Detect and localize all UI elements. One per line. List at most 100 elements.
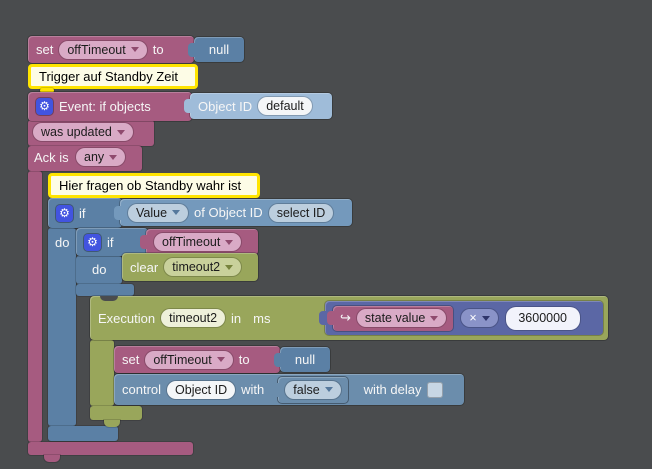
chevron-down-icon: [130, 47, 139, 52]
convert-arrow-icon: ↪: [340, 310, 351, 325]
state-value-dropdown[interactable]: state value: [356, 309, 447, 327]
value-getter-block[interactable]: Value of Object ID select ID: [114, 199, 352, 226]
gear-icon[interactable]: ⚙: [36, 98, 53, 115]
trigger-block-bottom-tab: [44, 455, 60, 462]
to-keyword: to: [238, 352, 250, 367]
timeout-name: timeout2: [169, 311, 218, 325]
puzzle-tab: [272, 382, 280, 397]
value-type-dropdown[interactable]: Value: [128, 203, 189, 222]
chevron-down-icon: [109, 154, 118, 160]
object-id-text: default: [266, 99, 304, 113]
object-id-label: Object ID: [198, 98, 253, 114]
if-keyword: if: [79, 205, 86, 221]
puzzle-tab: [140, 235, 147, 249]
statement-notch: [100, 296, 118, 301]
variable-dropdown[interactable]: offTimeout: [154, 233, 242, 251]
false-value-block[interactable]: false: [272, 376, 348, 403]
trigger-block-foot: [28, 442, 193, 455]
chevron-down-icon: [225, 264, 234, 270]
gear-icon[interactable]: ⚙: [84, 233, 101, 251]
clear-timeout-block[interactable]: clear timeout2: [122, 253, 258, 281]
do-label: do: [92, 262, 107, 277]
control-object-id-text: Object ID: [175, 382, 228, 397]
variable-dropdown[interactable]: offTimeout: [59, 40, 147, 59]
if-inner-spine: [76, 256, 122, 284]
object-id-value[interactable]: default: [258, 97, 312, 115]
gear-icon[interactable]: ⚙: [56, 204, 73, 222]
control-block[interactable]: control Object ID with false with delay: [114, 374, 464, 405]
set-keyword: set: [122, 352, 140, 367]
puzzle-tab: [114, 205, 121, 220]
unit-label: ms: [253, 310, 271, 326]
if-outer-spine: [48, 228, 76, 426]
delay-checkbox[interactable]: [427, 381, 444, 398]
in-label: in: [231, 310, 242, 326]
ack-value-text: any: [84, 150, 105, 164]
puzzle-tab: [319, 311, 326, 325]
execution-spine: [90, 340, 114, 406]
to-keyword: to: [152, 42, 164, 57]
chevron-down-icon: [225, 239, 234, 245]
object-id-block[interactable]: Object ID default: [184, 93, 332, 119]
variable-name: offTimeout: [162, 235, 221, 249]
if-outer-block[interactable]: ⚙ if: [48, 198, 122, 228]
update-mode-dropdown[interactable]: was updated: [33, 123, 133, 141]
update-mode-text: was updated: [41, 125, 112, 139]
ack-label: Ack is: [34, 150, 69, 165]
variable-name: offTimeout: [153, 352, 212, 367]
do-label: do: [55, 235, 70, 250]
timeout-dropdown[interactable]: timeout2: [164, 258, 242, 276]
with-label: with: [241, 382, 265, 397]
select-id-field[interactable]: select ID: [268, 203, 334, 222]
select-id-text: select ID: [276, 205, 326, 220]
if-outer-foot: [48, 426, 118, 441]
chevron-down-icon: [430, 315, 439, 321]
operator-dropdown[interactable]: ×: [461, 309, 498, 327]
number-input[interactable]: 3600000: [505, 306, 580, 330]
false-dropdown[interactable]: false: [285, 380, 341, 399]
if-inner-block[interactable]: ⚙ if: [76, 228, 148, 256]
null-label: null: [294, 352, 316, 367]
clear-label: clear: [130, 259, 159, 275]
if-keyword: if: [107, 234, 114, 250]
trigger-event-block[interactable]: ⚙ Event: if objects: [28, 92, 192, 121]
chevron-down-icon: [216, 357, 225, 362]
execution-bottom-tab: [104, 420, 120, 427]
control-object-id-field[interactable]: Object ID: [167, 380, 236, 399]
comment-block[interactable]: Trigger auf Standby Zeit: [28, 64, 198, 89]
chevron-down-icon: [324, 387, 333, 392]
if-inner-foot: [76, 284, 134, 296]
with-delay-label: with delay: [363, 382, 422, 397]
null-label: null: [208, 42, 230, 57]
execution-label: Execution: [98, 310, 156, 326]
variable-value-block[interactable]: offTimeout: [140, 229, 258, 255]
puzzle-tab: [327, 311, 334, 325]
set-variable-block[interactable]: set offTimeout to: [114, 346, 280, 373]
chevron-down-icon: [481, 315, 490, 321]
null-value-block[interactable]: null: [188, 37, 244, 62]
value-type-text: Value: [136, 205, 168, 220]
math-multiply-block[interactable]: ↪ state value × 3600000: [319, 301, 603, 335]
puzzle-tab: [188, 42, 195, 57]
false-text: false: [293, 382, 320, 397]
variable-name: offTimeout: [67, 42, 126, 57]
number-value: 3600000: [518, 311, 568, 325]
puzzle-tab: [274, 352, 281, 367]
timeout-name-field[interactable]: timeout2: [161, 309, 226, 327]
comment-text: Hier fragen ob Standby wahr ist: [59, 178, 242, 193]
variable-dropdown[interactable]: offTimeout: [145, 350, 233, 369]
set-variable-block[interactable]: set offTimeout to: [28, 36, 194, 63]
comment-block[interactable]: Hier fragen ob Standby wahr ist: [48, 173, 260, 198]
state-value-text: state value: [364, 311, 426, 325]
puzzle-tab: [184, 99, 191, 113]
chevron-down-icon: [116, 129, 125, 135]
ack-dropdown[interactable]: any: [76, 148, 126, 166]
convert-state-value-block[interactable]: ↪ state value: [327, 305, 454, 331]
trigger-label: Event: if objects: [59, 99, 151, 114]
trigger-block-spine: [28, 171, 42, 442]
operator-text: ×: [469, 311, 477, 325]
comment-connector: [40, 88, 54, 93]
null-value-block[interactable]: null: [274, 347, 330, 372]
control-label: control: [122, 382, 162, 397]
